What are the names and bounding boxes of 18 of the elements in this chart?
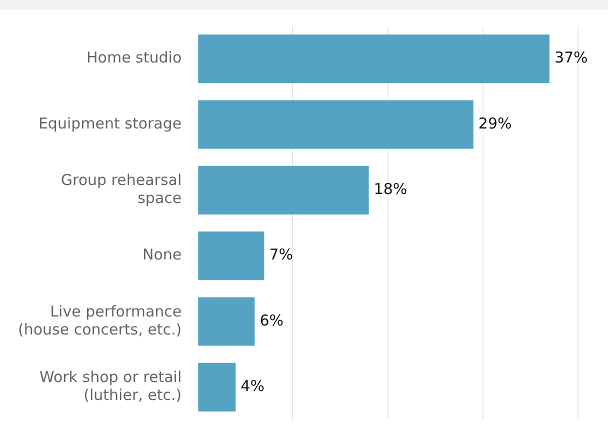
data-label: 6% [260,311,284,330]
data-label: 18% [374,180,408,198]
data-label: 7% [269,246,293,264]
data-label: 37% [554,48,588,67]
y-tick-label: Group rehearsal space [60,171,182,208]
y-tick-label: Work shop or retail (luthier, etc.) [39,368,182,404]
data-label: 29% [478,114,512,132]
bar [198,166,369,214]
y-tick-label: Home studio [86,48,182,67]
bar [198,232,264,280]
bar [198,100,474,149]
data-label: 4% [240,377,264,396]
y-tick-label: Live performance (house concerts, etc.) [18,302,182,338]
bar [198,362,236,412]
bar [198,297,255,346]
y-tick-label: Equipment storage [38,114,182,132]
y-tick-label: None [142,246,182,264]
bar [198,34,550,84]
